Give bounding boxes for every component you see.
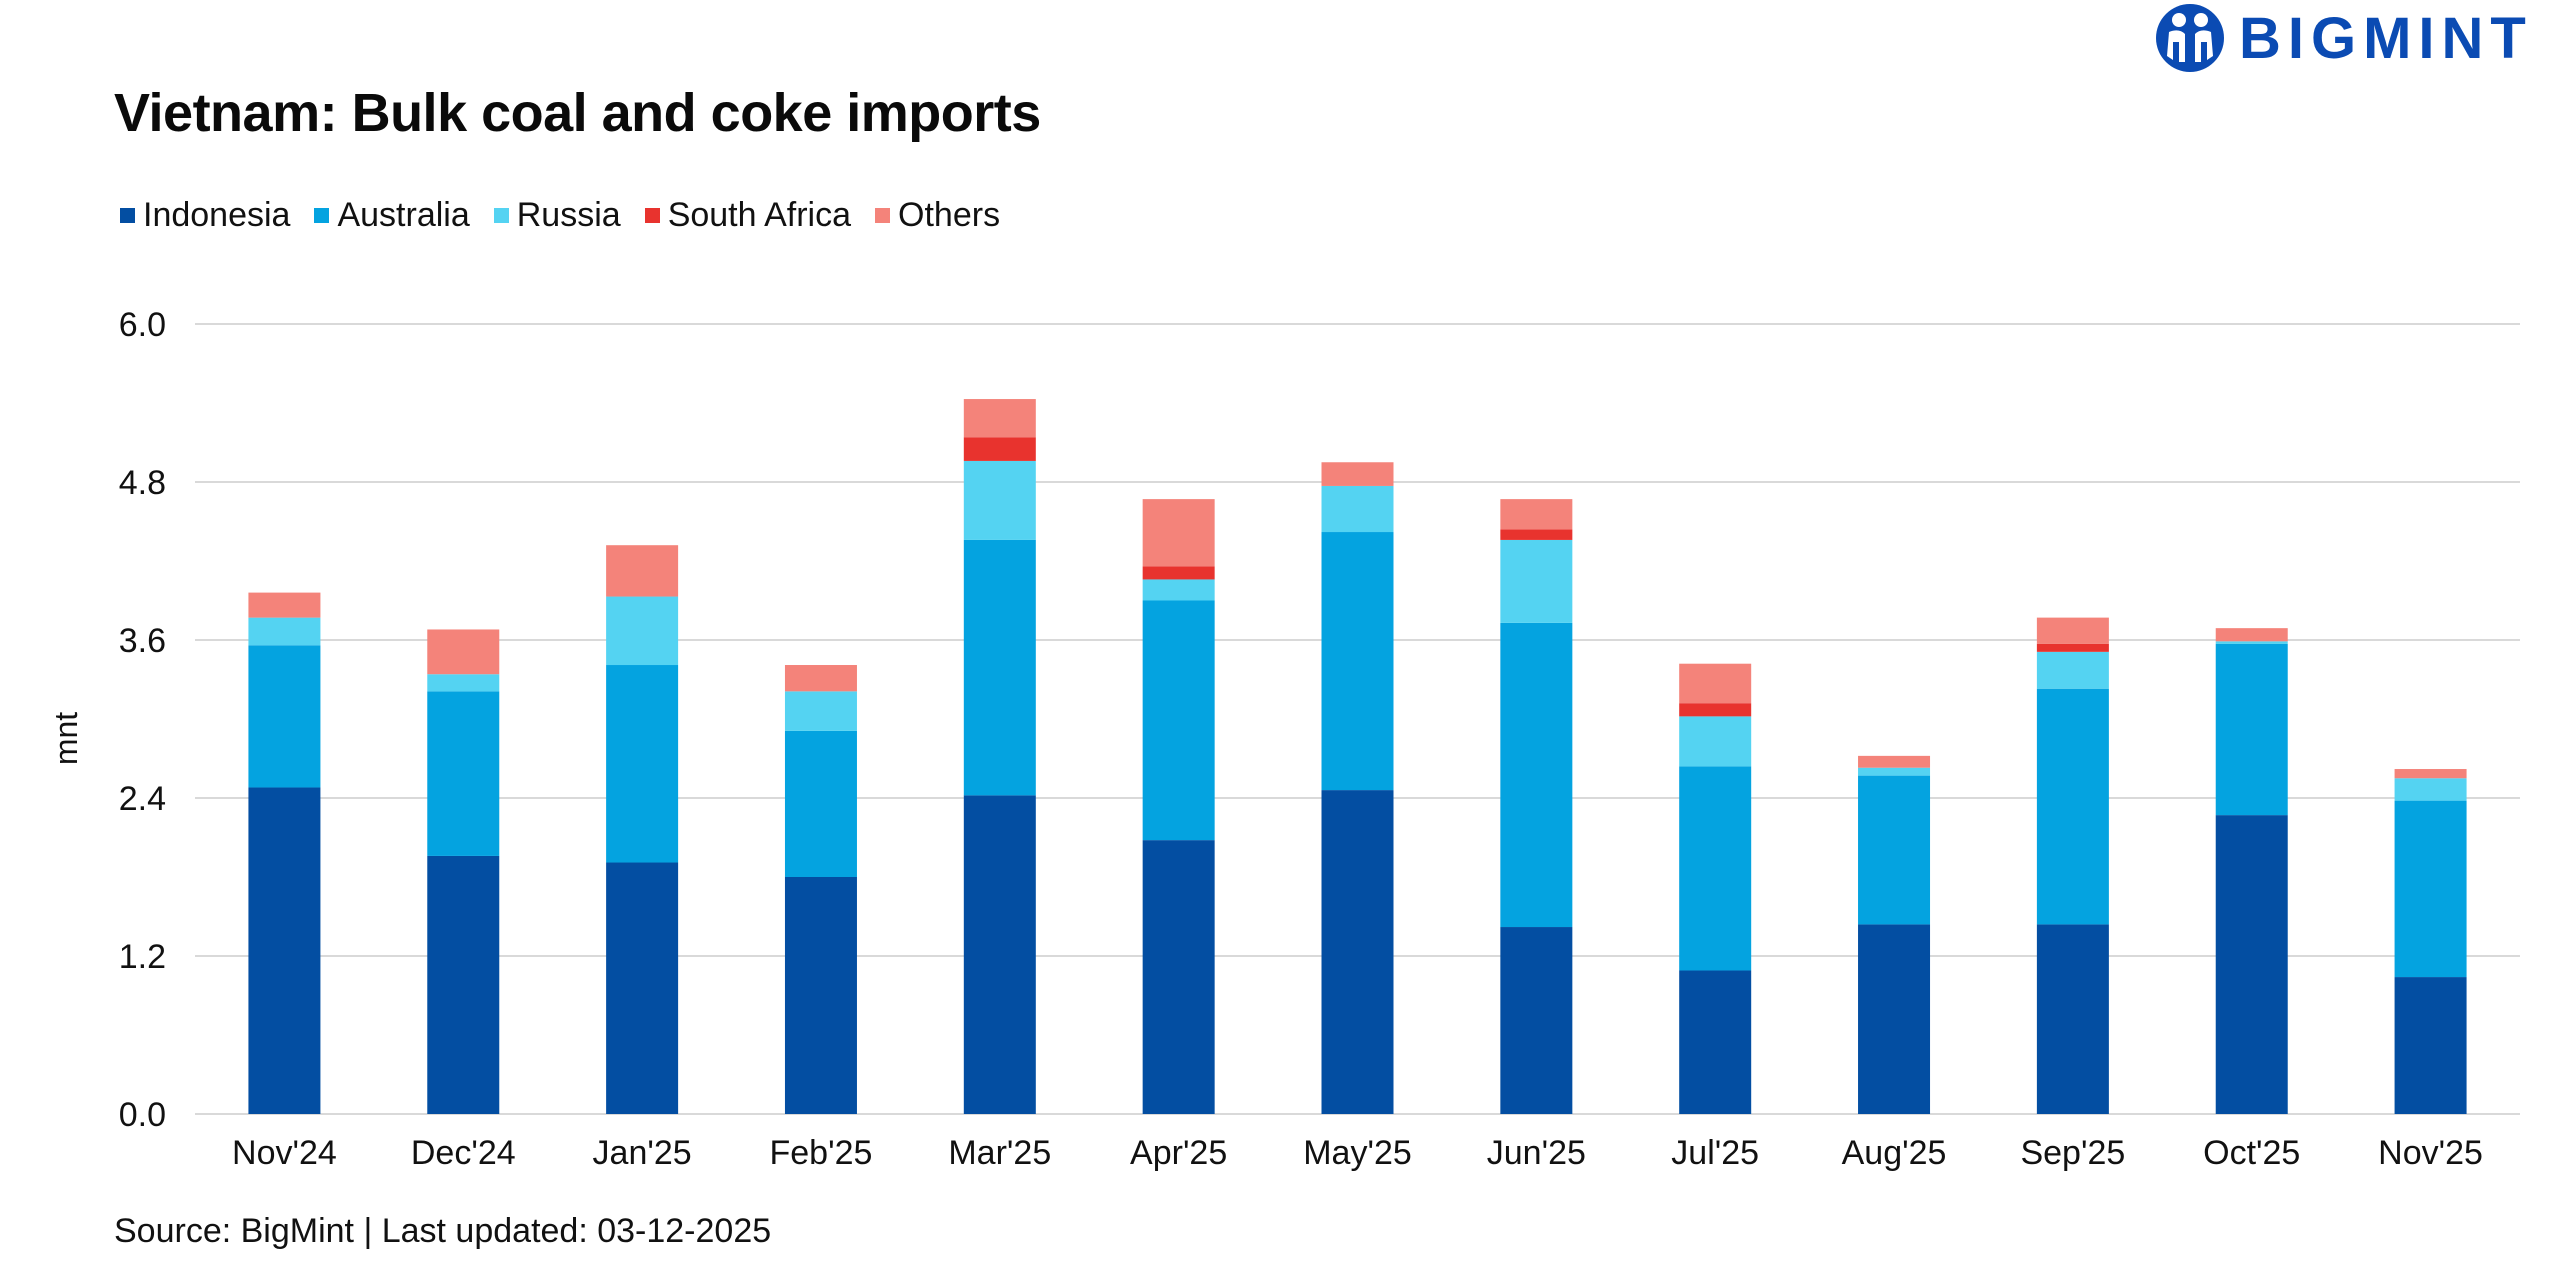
legend-swatch bbox=[493, 208, 509, 223]
bar-segment-australia bbox=[248, 645, 321, 788]
bar-segment-others bbox=[1142, 499, 1215, 567]
bar-segment-australia bbox=[963, 539, 1036, 796]
bar-segment-australia bbox=[2215, 643, 2288, 816]
bar-segment-others bbox=[1321, 462, 1394, 486]
legend-label: South Africa bbox=[667, 196, 852, 234]
bar-segment-indonesia bbox=[2394, 977, 2467, 1114]
bar-segment-russia bbox=[1500, 539, 1573, 623]
bar-segment-russia bbox=[1679, 716, 1752, 767]
bar-segment-others bbox=[606, 545, 679, 597]
bar-segment-indonesia bbox=[1679, 970, 1752, 1114]
bar-segment-south-africa bbox=[1500, 529, 1573, 540]
bar-segment-south-africa bbox=[2036, 643, 2109, 652]
bar-segment-australia bbox=[2036, 688, 2109, 925]
bar-segment-australia bbox=[427, 691, 500, 856]
bar-segment-others bbox=[963, 399, 1036, 438]
bar-segment-indonesia bbox=[248, 787, 321, 1114]
bar-segment-australia bbox=[1500, 622, 1573, 928]
bar-segment-indonesia bbox=[427, 855, 500, 1114]
y-tick-label: 4.8 bbox=[119, 464, 166, 502]
bar-segment-australia bbox=[1858, 775, 1931, 925]
bar-segment-indonesia bbox=[1500, 927, 1573, 1114]
legend-item-australia: Australia bbox=[314, 196, 470, 235]
x-tick-label: Nov'25 bbox=[2378, 1134, 2483, 1172]
bar-segment-indonesia bbox=[1321, 790, 1394, 1114]
legend-swatch bbox=[644, 208, 660, 223]
bar-segment-russia bbox=[2394, 778, 2467, 801]
y-tick-label: 3.6 bbox=[119, 622, 166, 660]
bigmint-logo-icon bbox=[2156, 4, 2224, 72]
x-tick-label: Nov'24 bbox=[232, 1134, 337, 1172]
bar-segment-others bbox=[2215, 628, 2288, 642]
legend-swatch bbox=[120, 208, 135, 223]
bar-segment-indonesia bbox=[784, 877, 857, 1114]
bar-segment-russia bbox=[2036, 651, 2109, 689]
bar-segment-russia bbox=[606, 596, 679, 666]
y-tick-label: 6.0 bbox=[119, 306, 166, 344]
bar-segment-south-africa bbox=[1679, 703, 1752, 717]
x-tick-label: May'25 bbox=[1303, 1134, 1412, 1172]
bar-segment-others bbox=[248, 592, 321, 618]
bar-segment-indonesia bbox=[1142, 840, 1215, 1114]
bar-segment-indonesia bbox=[606, 862, 679, 1114]
y-tick-label: 1.2 bbox=[119, 938, 166, 976]
bar-segment-russia bbox=[2215, 641, 2288, 644]
bar-segment-australia bbox=[1142, 600, 1215, 841]
page-title: Vietnam: Bulk coal and coke imports bbox=[114, 83, 1041, 143]
legend-label: Indonesia bbox=[143, 196, 291, 234]
bar-segment-indonesia bbox=[1858, 924, 1931, 1114]
bar-segment-others bbox=[1679, 663, 1752, 704]
legend-item-others: Others bbox=[875, 196, 1000, 235]
legend-item-russia: Russia bbox=[493, 196, 621, 235]
legend-swatch bbox=[875, 208, 891, 223]
x-tick-label: Apr'25 bbox=[1130, 1134, 1227, 1172]
x-tick-label: Sep'25 bbox=[2020, 1134, 2125, 1172]
x-tick-label: Jan'25 bbox=[593, 1134, 692, 1172]
bar-segment-indonesia bbox=[2215, 815, 2288, 1114]
x-tick-label: Jul'25 bbox=[1671, 1134, 1759, 1172]
bar-segment-others bbox=[2036, 617, 2109, 644]
legend-swatch bbox=[314, 208, 330, 223]
x-tick-label: Jun'25 bbox=[1487, 1134, 1586, 1172]
legend-label: Others bbox=[898, 196, 1001, 234]
x-tick-label: Feb'25 bbox=[770, 1134, 873, 1172]
bar-segment-australia bbox=[784, 730, 857, 877]
legend-item-south-africa: South Africa bbox=[644, 196, 852, 235]
x-tick-label: Mar'25 bbox=[948, 1134, 1051, 1172]
bar-segment-others bbox=[1858, 755, 1931, 768]
bar-segment-russia bbox=[427, 674, 500, 692]
bar-segment-others bbox=[427, 629, 500, 675]
bar-segment-others bbox=[2394, 769, 2467, 779]
brand-logo: BIGMINT bbox=[2155, 2, 2533, 74]
bar-segment-others bbox=[784, 665, 857, 692]
legend-item-indonesia: Indonesia bbox=[120, 196, 290, 235]
bar-segment-russia bbox=[1858, 767, 1931, 776]
legend-label: Australia bbox=[337, 196, 470, 234]
bar-segment-indonesia bbox=[963, 795, 1036, 1114]
chart-legend: Indonesia Australia Russia South Africa Othe… bbox=[120, 196, 1024, 235]
bar-segment-australia bbox=[1321, 532, 1394, 791]
bar-segment-australia bbox=[2394, 800, 2467, 978]
bar-segment-russia bbox=[1321, 485, 1394, 533]
bar-segment-australia bbox=[1679, 766, 1752, 971]
bar-segment-south-africa bbox=[1142, 566, 1215, 580]
bar-segment-others bbox=[1500, 499, 1573, 530]
bar-segment-russia bbox=[784, 691, 857, 731]
bar-segment-australia bbox=[606, 665, 679, 863]
x-tick-label: Aug'25 bbox=[1842, 1134, 1947, 1172]
x-tick-label: Oct'25 bbox=[2203, 1134, 2300, 1172]
bar-segment-indonesia bbox=[2036, 924, 2109, 1114]
bar-segment-russia bbox=[963, 460, 1036, 540]
legend-label: Russia bbox=[516, 196, 621, 234]
bar-segment-russia bbox=[248, 617, 321, 646]
source-note: Source: BigMint | Last updated: 03-12-20… bbox=[114, 1212, 772, 1250]
bar-segment-south-africa bbox=[963, 437, 1036, 461]
x-tick-label: Dec'24 bbox=[411, 1134, 516, 1172]
y-tick-label: 0.0 bbox=[119, 1096, 166, 1134]
bar-segment-russia bbox=[1142, 579, 1215, 601]
y-tick-label: 2.4 bbox=[119, 780, 166, 818]
brand-name: BIGMINT bbox=[2239, 5, 2533, 71]
